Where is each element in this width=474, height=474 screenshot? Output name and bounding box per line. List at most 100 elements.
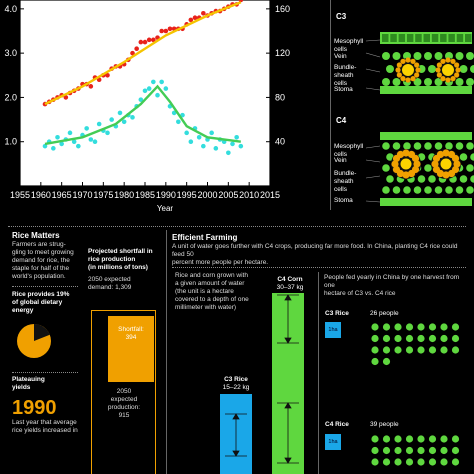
person-dot	[394, 458, 402, 466]
c4-sheath-cell	[442, 149, 450, 157]
series-2-point	[151, 79, 156, 85]
c4-title: C4	[336, 116, 347, 125]
series-2-point	[42, 143, 48, 149]
person-dot	[371, 458, 379, 466]
c3-leaf-diagram	[365, 32, 474, 94]
person-dot	[371, 446, 379, 455]
c3-stoma-label: Stoma	[334, 86, 353, 93]
c4-corn-label: C4 Corn 30–37 kg	[266, 276, 314, 292]
person-dot	[428, 323, 437, 331]
person-dot	[428, 334, 437, 343]
plateau-year: 1990	[12, 397, 57, 419]
efficient-intro-line: A unit of water goes further with C4 cro…	[172, 243, 458, 258]
c3-mesophyll-cell	[459, 65, 468, 73]
c3-mesophyll-cell	[455, 52, 464, 60]
plateau-text-line: rice yields increased in	[12, 427, 78, 434]
c3-palisade-cell	[415, 34, 422, 42]
person-dot	[371, 357, 379, 366]
c4-rice-title: C4 Rice	[325, 421, 349, 428]
c4-mesophyll-cell	[417, 175, 426, 183]
c4-mesophyll-cell	[403, 186, 411, 194]
intro-line: demand for rice, the	[12, 257, 70, 264]
intro-line: Farmers are strug-	[12, 241, 66, 248]
person-dot	[440, 346, 448, 354]
series-1-point	[142, 39, 148, 45]
person-dot	[428, 346, 437, 354]
c3-rice-range-marker	[225, 413, 247, 457]
c4-upper-epidermis	[380, 132, 472, 140]
series-2-point	[188, 139, 194, 145]
c4-corn-range-marker	[277, 294, 299, 464]
c3-palisade-cell	[406, 34, 414, 42]
people-fed-text: People fed yearly in China by one harves…	[324, 274, 468, 298]
series-2-point	[117, 110, 123, 116]
x-tick-label: 1955	[10, 190, 30, 200]
shortfall-title: Projected shortfall in rice production (…	[88, 248, 160, 272]
c4-mesophyll-cell	[466, 164, 474, 172]
person-dot	[382, 346, 391, 354]
c3-vein	[402, 64, 414, 76]
c4-hectare-square: 1ha	[325, 434, 341, 450]
c3-sheath-cell	[414, 72, 420, 78]
shortfall-title-line: (in millions of tons)	[88, 264, 148, 271]
series-2-point	[159, 79, 164, 85]
y-left-tick-label: 3.0	[4, 48, 17, 58]
person-dot	[440, 446, 448, 455]
person-dot	[405, 458, 414, 466]
person-dot	[405, 323, 414, 331]
calorie-title-line: of global dietary	[12, 299, 63, 306]
intro-line: gling to meet growing	[12, 249, 74, 256]
series-2-point	[142, 88, 148, 94]
c4-corn-yield: 30–37 kg	[276, 284, 304, 291]
c4-vein	[440, 158, 452, 170]
c4-sheath-cell	[402, 149, 410, 157]
person-dot	[382, 323, 391, 331]
series-1-point	[88, 84, 94, 89]
c3-sheath-cell	[436, 62, 442, 68]
person-dot	[417, 323, 425, 331]
person-dot	[440, 323, 448, 331]
c4-stoma-label: Stoma	[334, 197, 353, 204]
x-tick-label: 1980	[114, 190, 134, 200]
c3-sheath-cell	[454, 72, 460, 78]
person-dot	[451, 446, 460, 455]
c4-mesophyll-cell	[434, 186, 443, 194]
series-2-point	[155, 92, 160, 98]
c4-lower-epidermis	[380, 198, 472, 206]
c4-mesophyll-cell	[403, 142, 411, 150]
calorie-pie-chart	[17, 324, 51, 358]
c3-sheath-cell	[410, 58, 416, 64]
c3-sheath-cell	[445, 57, 451, 63]
column-divider	[166, 230, 167, 474]
y-left-tick-label: 4.0	[4, 4, 17, 14]
y-right-tick-label: 40	[275, 137, 285, 147]
x-tick-label: 1990	[156, 190, 176, 200]
series-1-point	[63, 95, 69, 100]
person-dot	[371, 334, 379, 343]
y-left-tick-label: 1.0	[4, 137, 17, 147]
production-line: 2050	[116, 388, 132, 395]
series-2-point	[201, 143, 206, 149]
water-line: a given amount of water	[175, 280, 245, 287]
column-divider	[318, 272, 319, 474]
c3-mesophyll-cell	[434, 78, 443, 86]
c3-palisade-cell	[431, 34, 439, 42]
series-2-point	[51, 146, 56, 151]
person-dot	[371, 323, 379, 331]
c3-lower-epidermis	[380, 86, 472, 94]
c4-mesophyll-cell	[445, 142, 453, 150]
c3-sheath-cell	[450, 58, 456, 64]
c4-mesophyll-cell	[424, 142, 432, 150]
c3-title: C3	[336, 12, 347, 21]
rice-matters-column: Rice Matters Farmers are strug- gling to…	[12, 230, 82, 435]
c3-mesophyll-cell	[413, 78, 422, 86]
production-line: production:	[107, 404, 141, 411]
c4-mesophyll-cell	[382, 164, 390, 172]
c3-people-count: 26 people	[370, 310, 399, 317]
c4-vein-label: Vein	[334, 157, 347, 164]
person-dot	[382, 435, 391, 443]
production-line: expected	[110, 396, 138, 403]
c3-palisade-cell	[398, 34, 406, 42]
series-1-point	[188, 17, 194, 23]
c3-hectare-square: 1ha	[325, 322, 341, 338]
